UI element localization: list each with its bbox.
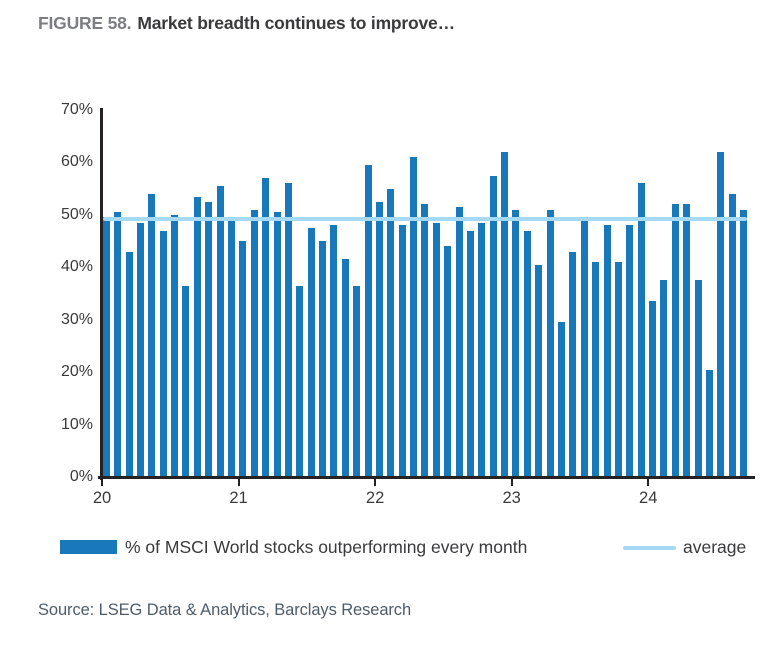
- source-note: Source: LSEG Data & Analytics, Barclays …: [38, 601, 412, 619]
- figure-title: FIGURE 58. Market breadth continues to im…: [38, 13, 760, 34]
- bar-2022-11: [489, 175, 497, 477]
- bar-2021-07: [307, 227, 315, 477]
- bar-2023-01: [512, 209, 520, 477]
- bar-2020-09: [193, 196, 201, 477]
- bar-2021-12: [364, 165, 372, 477]
- bar-2023-07: [580, 220, 588, 477]
- bar-2024-06: [705, 369, 713, 477]
- y-tick-label: 30%: [60, 310, 93, 328]
- x-tick-mark: [647, 479, 650, 486]
- bar-chart: 70% 60% 50% 40% 30% 20% 10% 0% 20 21 22 23 24: [60, 101, 755, 507]
- bar-2021-08: [319, 241, 327, 477]
- bar-2021-05: [284, 183, 292, 477]
- bar-series-label: % of MSCI World stocks outperforming eve…: [125, 537, 528, 557]
- x-tick-label: 24: [639, 489, 658, 507]
- bar-2021-02: [250, 209, 258, 477]
- bar-2021-03: [262, 178, 270, 477]
- bar-series-swatch-icon: [60, 540, 117, 554]
- x-tick-mark: [374, 479, 377, 486]
- bar-2023-05: [558, 322, 565, 477]
- bar-2022-08: [455, 206, 463, 477]
- average-line-swatch-icon: [623, 546, 676, 550]
- bar-2023-06: [569, 251, 577, 477]
- bar-2023-04: [546, 209, 554, 477]
- y-tick-label: 10%: [60, 415, 93, 433]
- bar-2022-03: [398, 225, 406, 477]
- bar-2022-01: [375, 201, 383, 477]
- bar-2020-04: [136, 222, 144, 477]
- bar-2022-04: [410, 157, 418, 477]
- bar-2023-11: [626, 225, 634, 477]
- bar-2024-03: [671, 204, 679, 477]
- bar-2021-01: [239, 241, 247, 477]
- bar-2022-05: [421, 204, 429, 477]
- x-tick-label: 22: [365, 489, 385, 507]
- bar-2024-05: [694, 280, 702, 477]
- bar-2024-02: [660, 280, 668, 477]
- y-tick-label: 70%: [60, 101, 93, 118]
- bar-2020-11: [216, 186, 224, 477]
- bar-2023-10: [614, 262, 622, 477]
- bar-2024-07: [717, 151, 725, 477]
- x-tick-label: 21: [229, 489, 248, 507]
- bar-2021-11: [353, 285, 361, 477]
- bar-2020-08: [182, 285, 190, 477]
- bar-2021-06: [296, 285, 304, 477]
- bar-2021-10: [341, 259, 349, 477]
- y-tick-label: 60%: [60, 153, 93, 171]
- bar-2020-03: [125, 251, 133, 477]
- figure-number: FIGURE 58.: [38, 13, 132, 33]
- x-tick-label: 23: [502, 489, 521, 507]
- figure-heading: Market breadth continues to improve…: [137, 13, 455, 33]
- bar-2022-09: [466, 230, 474, 477]
- y-tick-label: 0%: [69, 468, 93, 485]
- bar-2020-01: [102, 217, 110, 477]
- bar-2021-09: [330, 225, 338, 477]
- bar-2020-10: [205, 201, 213, 477]
- bar-2024-08: [728, 193, 736, 477]
- y-tick-label: 20%: [60, 363, 93, 381]
- x-tick-label: 20: [92, 489, 112, 507]
- y-axis-line: [100, 108, 103, 480]
- y-tick-label: 50%: [60, 205, 93, 223]
- bar-2022-02: [387, 188, 395, 477]
- legend: % of MSCI World stocks outperforming eve…: [0, 536, 780, 562]
- bar-2022-12: [501, 151, 509, 477]
- bar-2023-09: [603, 225, 611, 477]
- y-tick-label: 40%: [60, 258, 93, 276]
- bar-2020-07: [171, 214, 179, 477]
- x-tick-mark: [101, 479, 103, 486]
- bar-2021-04: [273, 212, 281, 477]
- bar-2023-02: [523, 230, 531, 477]
- bar-2022-07: [444, 246, 452, 477]
- bar-2024-09: [740, 209, 748, 477]
- bar-2022-06: [432, 222, 440, 477]
- x-tick-mark: [237, 479, 240, 486]
- bar-2020-06: [159, 230, 167, 477]
- bar-2022-10: [478, 222, 486, 477]
- x-tick-mark: [510, 479, 513, 486]
- average-line: [103, 216, 748, 221]
- bar-2020-05: [148, 193, 156, 477]
- bar-2020-12: [227, 217, 235, 477]
- bar-2024-01: [649, 301, 657, 477]
- bar-2023-12: [637, 183, 645, 477]
- average-label: average: [683, 537, 747, 557]
- bar-2023-08: [592, 262, 600, 477]
- bar-2024-04: [683, 204, 691, 477]
- bar-2023-03: [535, 264, 543, 477]
- bar-2020-02: [114, 212, 122, 477]
- x-axis-line: [98, 476, 755, 479]
